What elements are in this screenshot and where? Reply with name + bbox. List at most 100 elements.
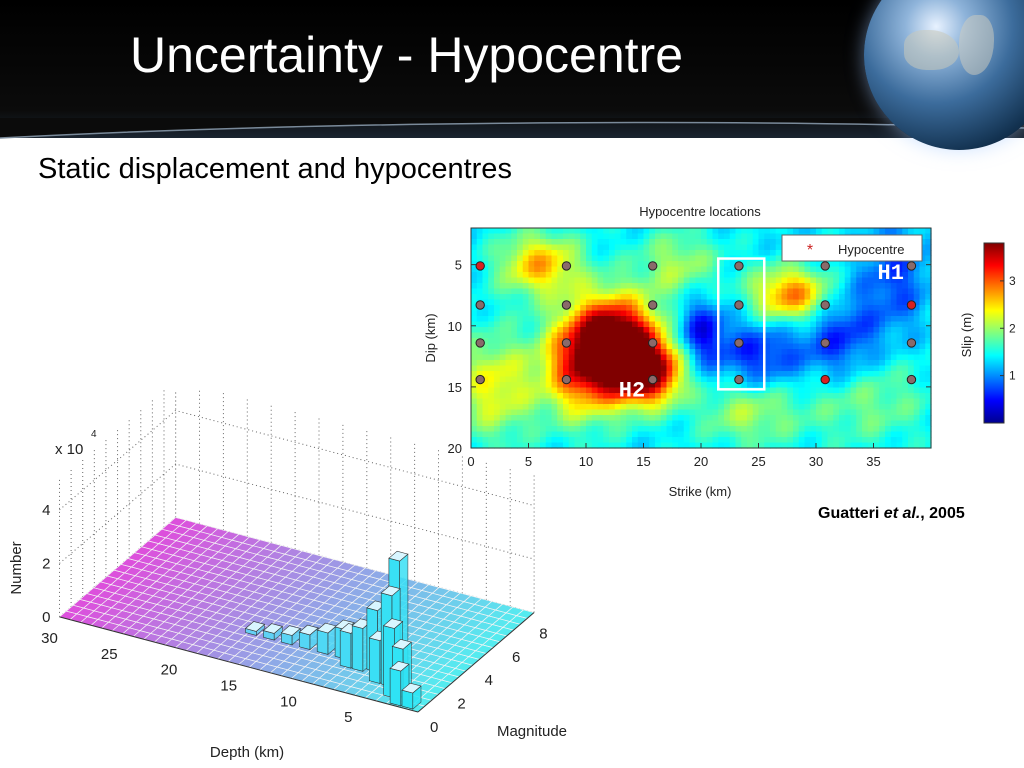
slip-cell — [827, 360, 834, 367]
slip-cell — [471, 233, 478, 240]
slip-cell — [540, 316, 547, 323]
slip-cell — [816, 371, 823, 378]
slip-cell — [741, 250, 748, 257]
slip-cell — [758, 272, 765, 279]
slip-cell — [591, 244, 599, 251]
slip-cell — [620, 283, 627, 290]
slip-cell — [701, 398, 708, 405]
slip-cell — [775, 431, 783, 438]
slip-cell — [580, 398, 587, 405]
slip-cell — [597, 404, 604, 411]
slip-cell — [902, 283, 909, 290]
slip-cell — [879, 288, 886, 295]
slip-cell — [672, 228, 679, 235]
slip-cell — [609, 442, 616, 449]
slip-cell — [678, 266, 685, 273]
slip-cell — [873, 316, 880, 323]
slip-field — [471, 228, 932, 449]
slip-cell — [787, 354, 794, 361]
slip-cell — [643, 354, 650, 361]
slip-cell — [603, 233, 610, 240]
slip-cell — [614, 255, 622, 262]
slip-cell — [718, 415, 725, 422]
slip-cell — [528, 239, 535, 246]
slip-cell — [666, 387, 673, 394]
slip-cell — [614, 371, 622, 378]
slip-cell — [833, 360, 840, 367]
slip-cell — [908, 431, 915, 438]
slip-cell — [666, 332, 673, 339]
slip-cell — [603, 387, 610, 394]
slip-cell — [672, 277, 679, 284]
slip-cell — [724, 294, 731, 301]
slip-cell — [655, 321, 662, 328]
slip-cell — [816, 404, 823, 411]
slip-cell — [609, 365, 616, 372]
slip-cell — [902, 332, 909, 339]
slip-cell — [879, 404, 886, 411]
slip-cell — [718, 420, 725, 427]
slip-cell — [551, 310, 558, 317]
slip-cell — [678, 244, 685, 251]
slip-cell — [499, 332, 507, 339]
slip-cell — [844, 415, 852, 422]
slip-cell — [747, 360, 754, 367]
slip-cell — [580, 228, 587, 235]
slip-cell — [511, 382, 518, 389]
slip-cell — [597, 393, 604, 400]
slip-cell — [873, 376, 880, 383]
slip-cell — [729, 426, 737, 433]
slip-cell — [488, 239, 495, 246]
slip-cell — [850, 327, 857, 334]
slip-cell — [695, 272, 702, 279]
slip-cell — [695, 409, 702, 416]
slip-cell — [637, 332, 645, 339]
slip-cell — [908, 398, 915, 405]
slip-cell — [568, 310, 576, 317]
slip-cell — [856, 393, 863, 400]
slip-cell — [580, 420, 587, 427]
slip-cell — [908, 409, 915, 416]
slip-cell — [620, 316, 627, 323]
slip-cell — [580, 431, 587, 438]
slip-cell — [499, 398, 507, 405]
slip-cell — [908, 420, 915, 427]
slip-cell — [775, 365, 783, 372]
slip-cell — [706, 393, 714, 400]
slip-cell — [798, 382, 806, 389]
slip-cell — [591, 338, 599, 345]
slip-cell — [643, 332, 650, 339]
slip-cell — [827, 354, 834, 361]
slip-cell — [879, 349, 886, 356]
slip-cell — [770, 316, 777, 323]
slip-cell — [925, 415, 932, 422]
slip-cell — [752, 393, 760, 400]
slip-cell — [890, 442, 898, 449]
slip-cell — [724, 239, 731, 246]
slip-cell — [867, 288, 875, 295]
citation-etal: et al. — [883, 505, 921, 522]
slip-cell — [701, 415, 708, 422]
slip-cell — [747, 354, 754, 361]
slip-cell — [844, 382, 852, 389]
slip-cell — [873, 261, 880, 268]
slip-cell — [856, 321, 863, 328]
slip-cell — [873, 343, 880, 350]
slip-cell — [747, 244, 754, 251]
slip-cell — [712, 266, 719, 273]
slip-cell — [867, 294, 875, 301]
slip-cell — [890, 398, 898, 405]
slip-cell — [626, 360, 633, 367]
slip-cell — [534, 299, 541, 306]
slip-cell — [850, 228, 857, 235]
slip-cell — [678, 288, 685, 295]
slip-cell — [655, 277, 662, 284]
slip-cell — [586, 409, 593, 416]
slip-cell — [856, 261, 863, 268]
slip-cell — [482, 288, 489, 295]
slip-cell — [781, 327, 788, 334]
slip-cell — [517, 294, 524, 301]
slip-cell — [764, 272, 771, 279]
slip-cell — [678, 272, 685, 279]
slip-cell — [545, 277, 553, 284]
